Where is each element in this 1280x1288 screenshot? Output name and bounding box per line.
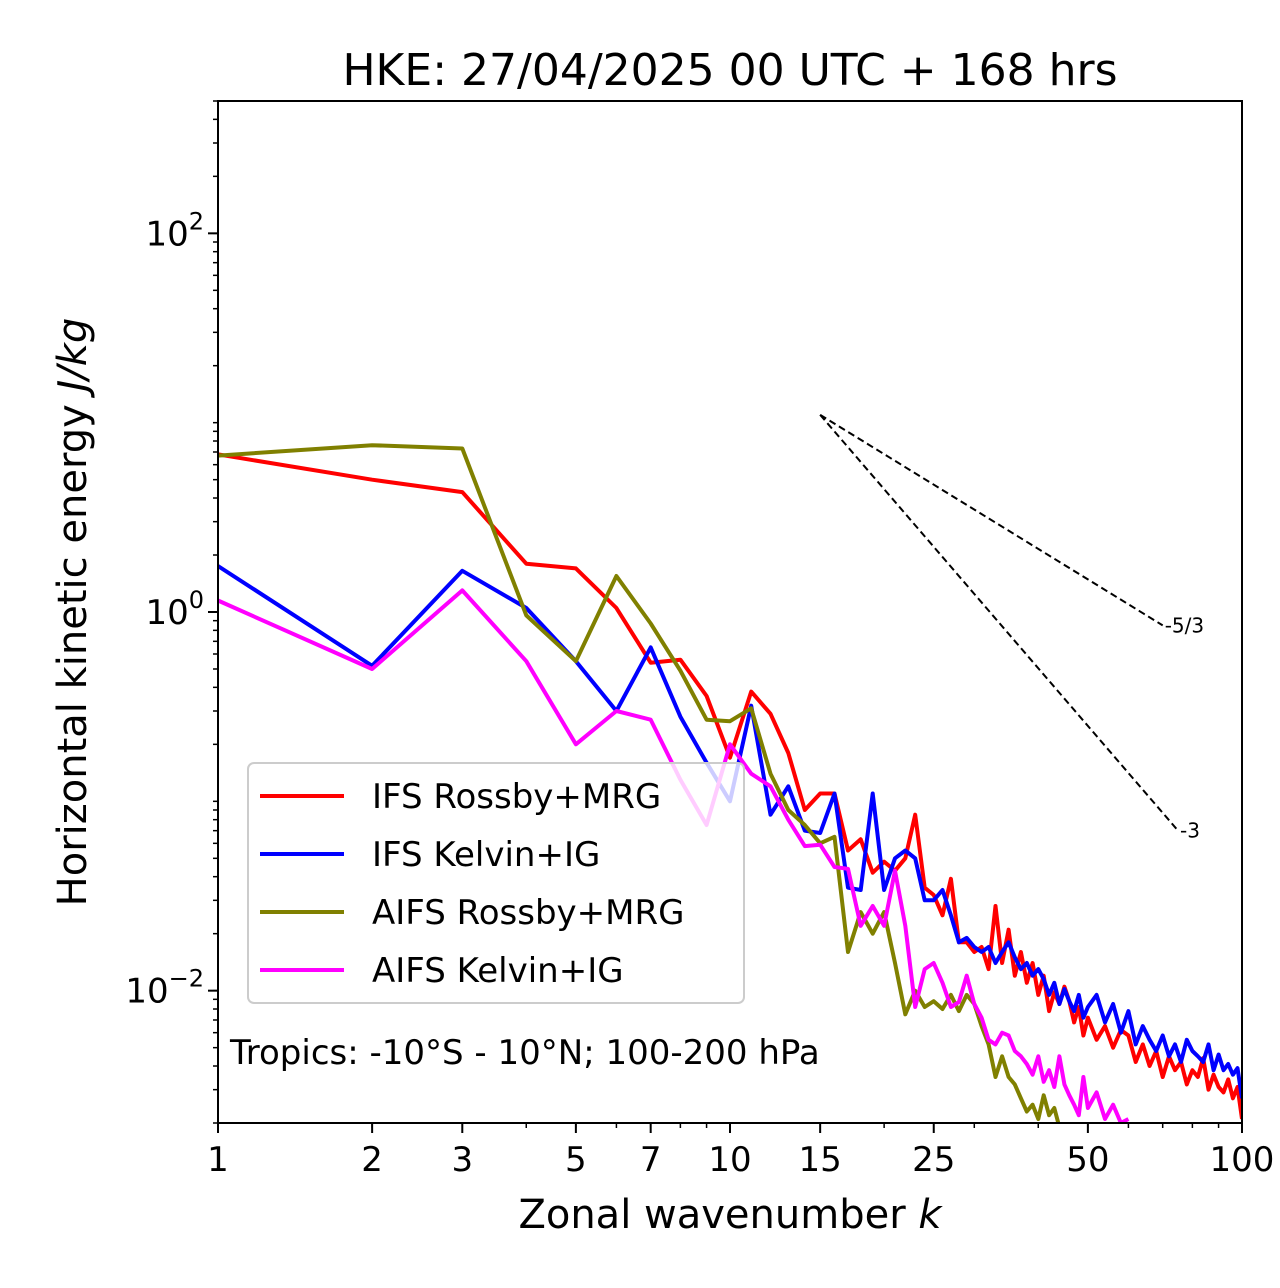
y-tick-base: 10: [145, 214, 188, 254]
x-tick-label: 7: [640, 1140, 662, 1180]
x-tick-label: 100: [1210, 1140, 1275, 1180]
y-axis-label: Horizontal kinetic energy J/kg: [50, 318, 96, 907]
x-tick-label: 3: [451, 1140, 473, 1180]
y-tick-exponent: 2: [189, 207, 204, 235]
x-axis-ticks: 1 2 3 5 7 10 15 25 50 100: [207, 1123, 1274, 1180]
y-tick-base: 10: [125, 972, 168, 1012]
x-tick-label: 1: [207, 1140, 229, 1180]
slope-label-2: -3: [1180, 819, 1200, 843]
x-axis-label-text: Zonal wavenumber: [518, 1192, 906, 1238]
legend-entries: IFS Rossby+MRG IFS Kelvin+IG AIFS Rossby+M…: [260, 777, 684, 991]
reference-slope-lines: -5/3 -3: [819, 413, 1204, 843]
x-axis-label: Zonal wavenumber k: [518, 1192, 943, 1238]
legend-label-4: AIFS Kelvin+IG: [372, 951, 624, 991]
y-tick-exponent: 0: [189, 586, 204, 614]
y-tick-exponent: −2: [169, 965, 204, 993]
legend: IFS Rossby+MRG IFS Kelvin+IG AIFS Rossby+M…: [247, 762, 745, 1004]
x-tick-label: 5: [565, 1140, 587, 1180]
series-line-2: [218, 564, 1242, 1099]
slope-line-1: [819, 413, 1164, 627]
x-tick-label: 2: [361, 1140, 383, 1180]
y-tick-label: 10−2: [125, 965, 204, 1012]
x-tick-label: 10: [708, 1140, 751, 1180]
region-annotation: Tropics: -10°S - 10°N; 100-200 hPa: [229, 1033, 820, 1073]
y-tick-label: 102: [145, 207, 204, 254]
x-tick-label: 15: [799, 1140, 842, 1180]
legend-label-1: IFS Rossby+MRG: [372, 777, 661, 817]
x-axis-label-var: k: [918, 1192, 943, 1238]
series-line-3: [218, 443, 1061, 1123]
series-layer: [218, 443, 1242, 1123]
y-tick-label: 100: [145, 586, 204, 633]
legend-label-2: IFS Kelvin+IG: [372, 835, 600, 875]
x-tick-label: 50: [1066, 1140, 1109, 1180]
x-tick-label: 25: [912, 1140, 955, 1180]
y-axis-label-unit: J/kg: [50, 318, 96, 399]
slope-label-1: -5/3: [1165, 613, 1204, 637]
series-line-1: [218, 452, 1242, 1120]
y-axis-label-text: Horizontal kinetic energy: [50, 404, 96, 906]
legend-box: [247, 762, 745, 1004]
chart-title: HKE: 27/04/2025 00 UTC + 168 hrs: [342, 45, 1117, 96]
legend-label-3: AIFS Rossby+MRG: [372, 893, 684, 933]
slope-line-2: [819, 414, 1179, 832]
series-line-4: [218, 588, 1130, 1123]
y-tick-base: 10: [145, 593, 188, 633]
